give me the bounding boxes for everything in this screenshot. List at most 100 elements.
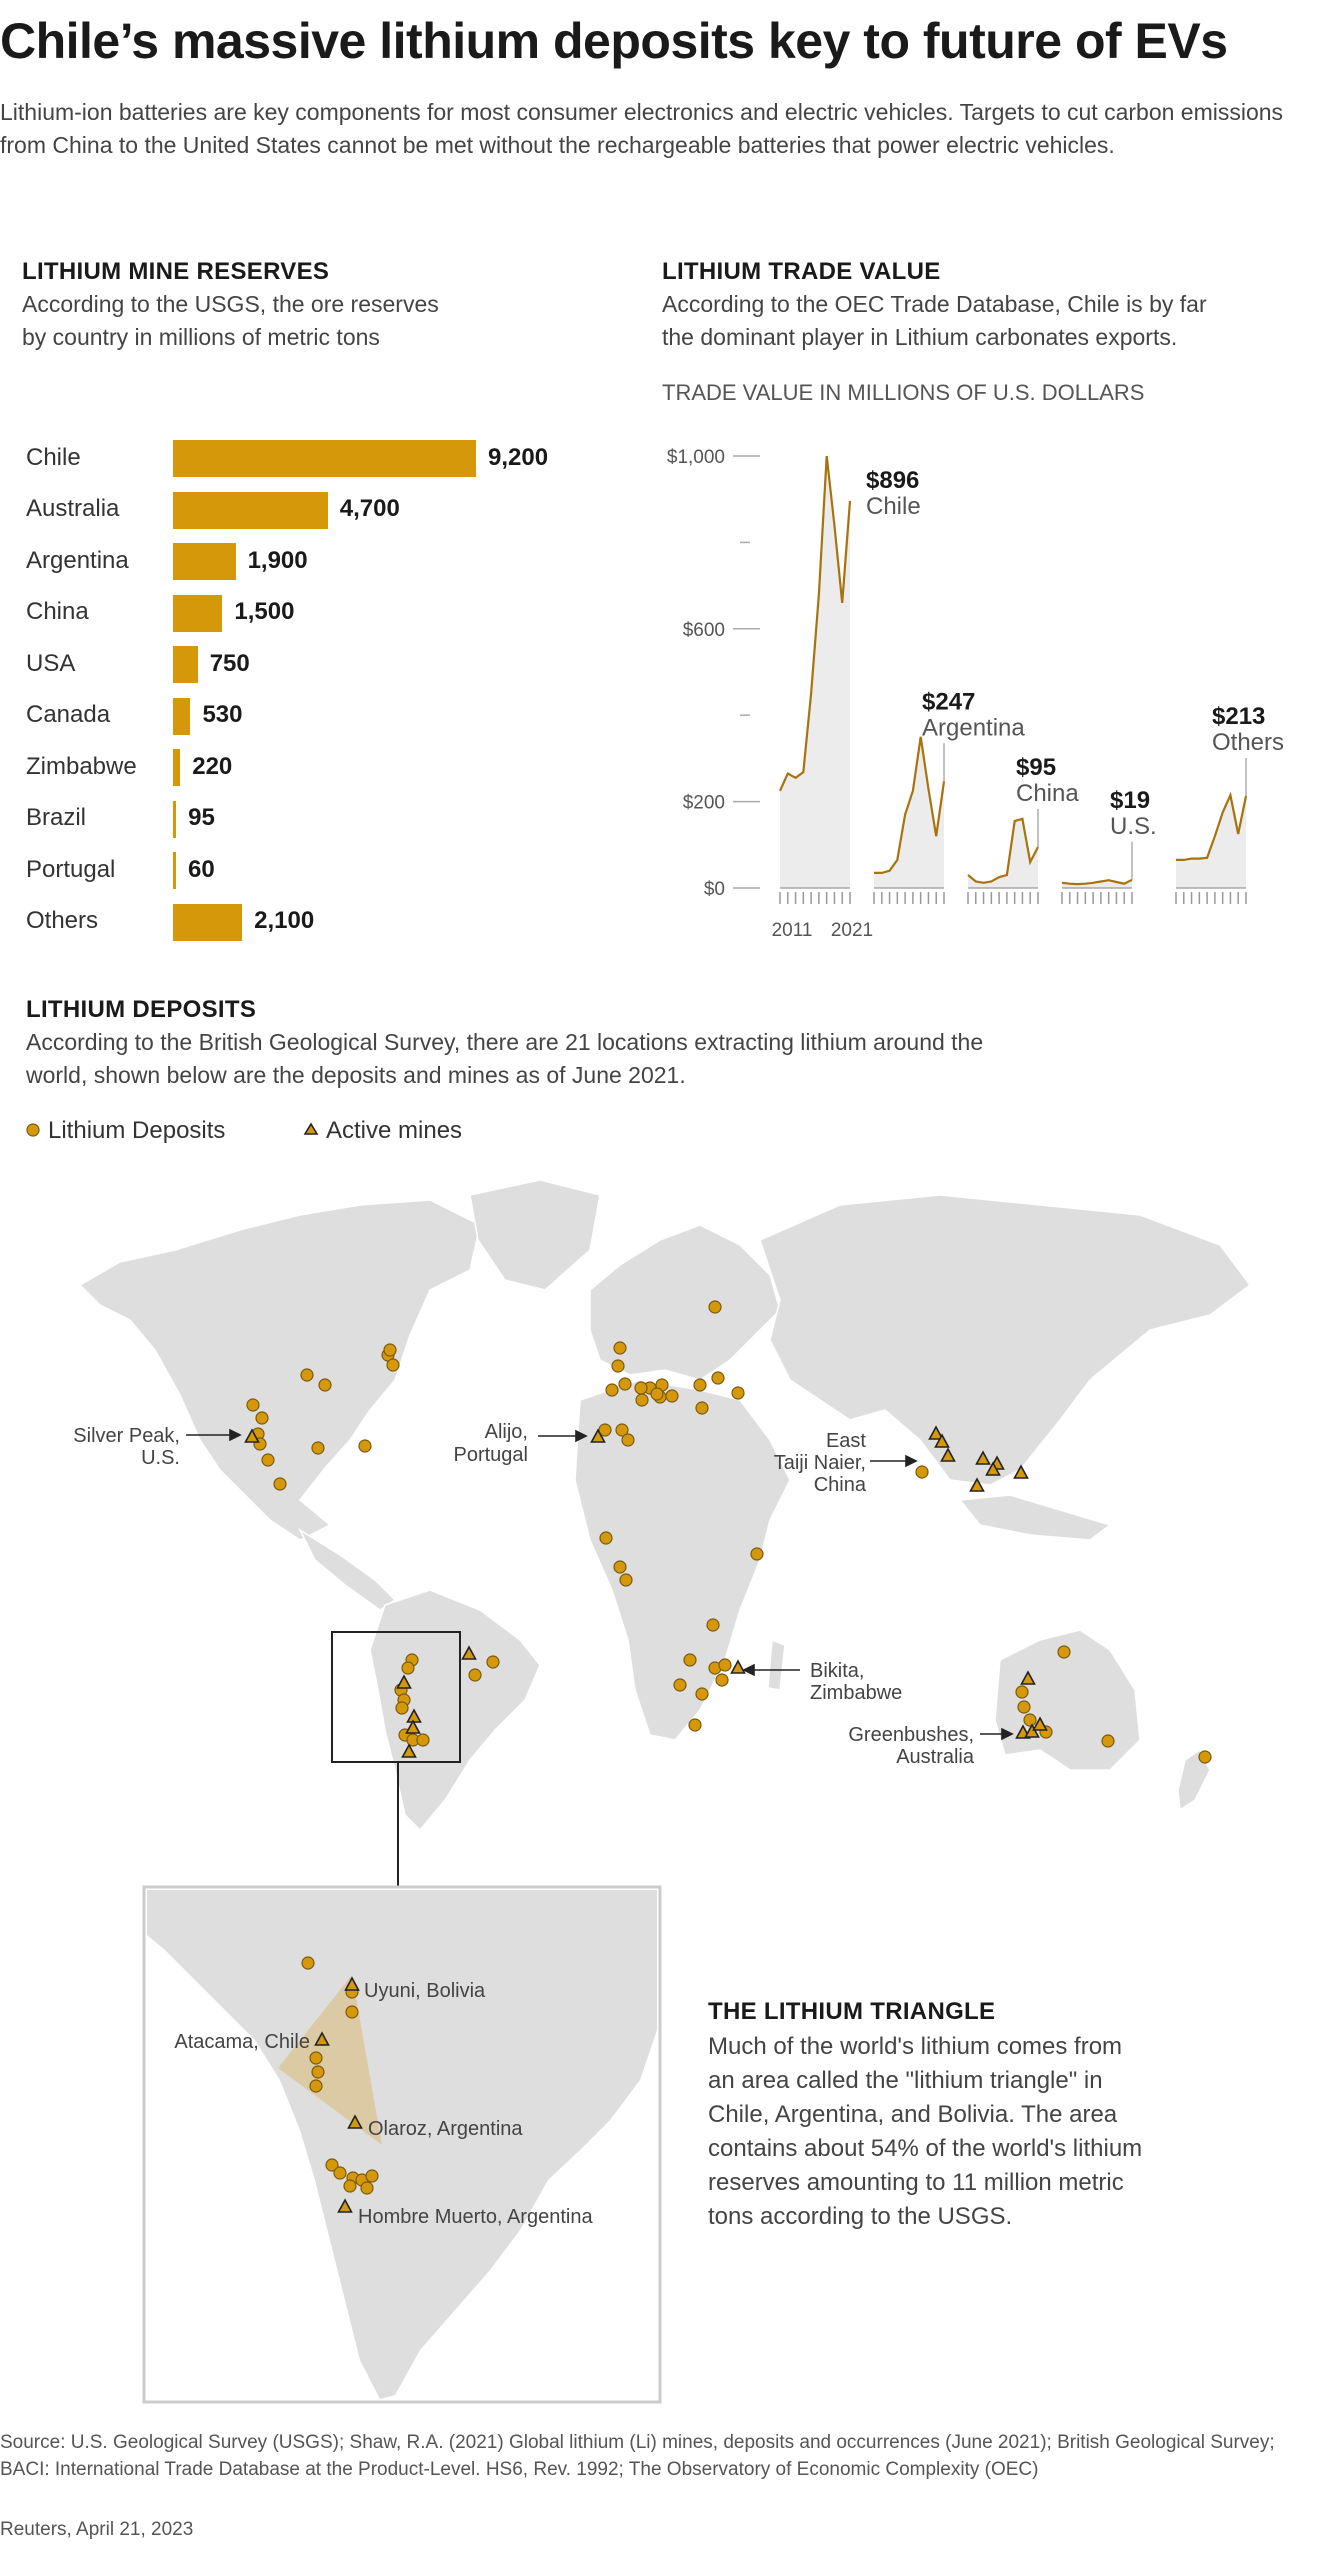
bar-category-label: Brazil	[26, 804, 87, 831]
deposit-dot	[383, 1343, 397, 1357]
deposit-dot	[395, 1701, 409, 1715]
lithium-triangle-area	[278, 1975, 382, 2145]
bar-value-label: 2,100	[254, 907, 315, 934]
triangle-body-line: tons according to the USGS.	[708, 2203, 1013, 2230]
bar-category-label: China	[26, 598, 89, 625]
series-line	[967, 817, 1039, 884]
south-america-shape	[369, 1589, 541, 1832]
bar-value-label: 750	[209, 649, 250, 677]
deposit-dot	[599, 1531, 613, 1545]
inset-labels: Uyuni, Bolivia Atacama, Chile Olaroz, Ar…	[174, 1980, 593, 2228]
silver-peak-label: Silver Peak,	[73, 1425, 180, 1447]
active-mine-triangle	[985, 1461, 1001, 1476]
deposit-dot	[1017, 1700, 1031, 1714]
deposit-dot	[255, 1411, 269, 1425]
alijo-label: Portugal	[454, 1444, 529, 1466]
reserve-bar	[173, 646, 198, 683]
deposit-dot	[333, 2166, 347, 2180]
greenbushes-label: Australia	[896, 1746, 975, 1768]
active-mine-triangle	[344, 1976, 360, 1991]
source-line: Source: U.S. Geological Survey (USGS); S…	[0, 2432, 1275, 2453]
deposit-dot	[611, 1359, 625, 1373]
y-tick-label: $600	[683, 620, 725, 641]
y-tick-label: $200	[683, 793, 725, 814]
deposit-dot	[673, 1678, 687, 1692]
triangle-body-line: contains about 54% of the world's lithiu…	[708, 2135, 1143, 2162]
active-mine-triangle	[934, 1433, 950, 1448]
atacama-label: Atacama, Chile	[174, 2031, 310, 2053]
map-legend: Lithium Deposits Active mines	[26, 1117, 462, 1144]
reserves-subtitle: According to the USGS, the ore reserves …	[22, 288, 439, 354]
taiji-label: China	[814, 1474, 867, 1496]
europe-shape	[589, 1224, 781, 1381]
inset-markers	[301, 1956, 379, 2213]
reserve-bar	[173, 543, 236, 580]
bar-value-label: 4,700	[339, 495, 400, 522]
deposit-dot	[1023, 1713, 1037, 1727]
world-markers	[244, 1300, 1212, 1764]
deposits-map: Lithium Deposits Active mines	[26, 1117, 1252, 2404]
deposit-dot	[261, 1453, 275, 1467]
bar-category-label: Others	[26, 907, 99, 934]
page-title: Chile’s massive lithium deposits key to …	[0, 13, 1228, 69]
deposit-dot	[605, 1383, 619, 1397]
bar-value-label: 1,500	[234, 598, 295, 625]
deposits-subtitle-line: world, shown below are the deposits and …	[26, 1062, 686, 1088]
deposit-dot	[695, 1401, 709, 1415]
intro-text: Lithium-ion batteries are key components…	[0, 99, 1284, 158]
deposit-dot	[635, 1393, 649, 1407]
bar-category-label: USA	[26, 649, 76, 677]
taiji-label: Taiji Naier,	[774, 1452, 866, 1474]
bar-value-label: 1,900	[247, 546, 308, 574]
trade-subtitle: According to the OEC Trade Database, Chi…	[662, 288, 1207, 354]
deposit-dot	[301, 1956, 315, 1970]
deposit-dot	[598, 1423, 612, 1437]
deposit-dot	[416, 1733, 430, 1747]
deposit-dot	[718, 1658, 732, 1672]
taiji-arrowhead	[905, 1454, 918, 1468]
deposits-subtitle-line: According to the British Geological Surv…	[26, 1029, 984, 1055]
deposit-dot	[613, 1560, 627, 1574]
map-callouts	[186, 1428, 1014, 1741]
deposit-dot	[311, 1441, 325, 1455]
bar-value-label: 220	[192, 752, 233, 780]
deposit-dot	[618, 1377, 632, 1391]
x-axis-label: 2021	[831, 920, 873, 941]
deposit-dot	[300, 1368, 314, 1382]
reserve-bar	[173, 800, 177, 838]
series-area	[780, 456, 850, 888]
deposit-dot	[706, 1618, 720, 1632]
deposit-dot	[634, 1381, 648, 1395]
active-mine-triangle	[730, 1659, 746, 1674]
bar-category-label: Portugal	[26, 855, 116, 883]
deposits-title: LITHIUM DEPOSITS	[26, 996, 257, 1023]
hombre-muerto-label: Hombre Muerto, Argentina	[358, 2206, 593, 2228]
deposit-dot	[1015, 1685, 1029, 1699]
greenbushes-label: Greenbushes,	[848, 1724, 974, 1746]
legend-mine-triangle	[303, 1122, 319, 1135]
active-mine-triangle	[337, 2198, 353, 2213]
series-area	[1176, 795, 1246, 888]
silver-peak-label: U.S.	[141, 1447, 180, 1469]
taiji-label: East	[826, 1430, 866, 1452]
active-mine-triangle	[1020, 1670, 1036, 1685]
series-callout-name: Argentina	[922, 714, 1025, 741]
deposit-dot	[345, 2005, 359, 2019]
series-callout-value: $213	[1212, 703, 1265, 730]
madagascar-shape	[767, 1638, 786, 1691]
active-mine-triangle	[928, 1425, 944, 1440]
series-callout-name: Chile	[866, 493, 921, 520]
deposit-dot	[750, 1547, 764, 1561]
reserve-bar	[173, 852, 176, 889]
reserves-subtitle-line: According to the USGS, the ore reserves	[22, 291, 439, 317]
central-america-shape	[298, 1527, 397, 1611]
olaroz-label: Olaroz, Argentina	[368, 2118, 523, 2140]
deposit-dot	[650, 1387, 664, 1401]
deposit-dot	[731, 1386, 745, 1400]
deposit-dot	[1101, 1734, 1115, 1748]
uyuni-label: Uyuni, Bolivia	[364, 1980, 486, 2002]
bar-value-label: 9,200	[488, 443, 549, 471]
series-callout-value: $896	[866, 467, 919, 494]
deposit-dot	[615, 1423, 629, 1437]
